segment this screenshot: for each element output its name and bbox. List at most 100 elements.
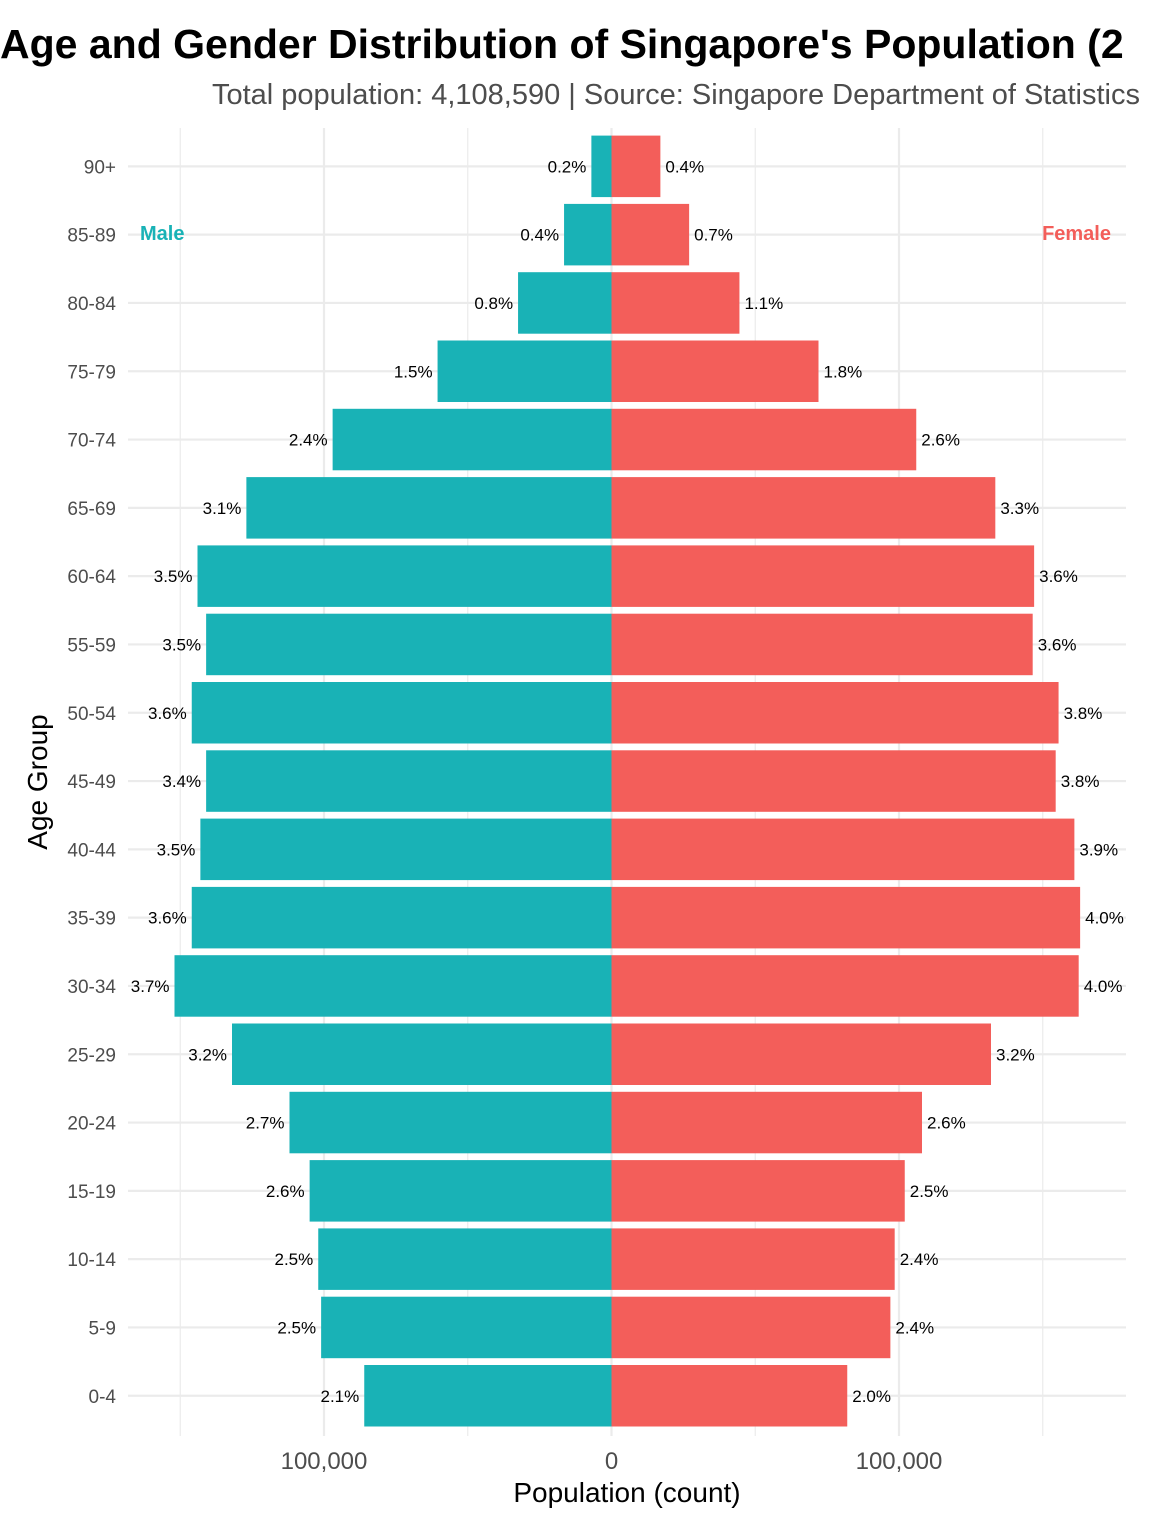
bar-female-10-14 <box>611 1228 895 1290</box>
bar-male-75-79 <box>437 340 612 402</box>
y-tick-label-15-19: 15-19 <box>67 1182 116 1203</box>
bar-label-female-45-49: 3.8% <box>1061 772 1100 791</box>
bar-label-male-0-4: 2.1% <box>321 1387 360 1406</box>
bar-label-male-25-29: 3.2% <box>188 1045 227 1064</box>
bar-female-50-54 <box>611 682 1059 744</box>
bar-label-female-85-89: 0.7% <box>694 226 733 245</box>
bar-label-male-75-79: 1.5% <box>394 362 433 381</box>
bar-male-0-4 <box>364 1365 612 1427</box>
bar-male-50-54 <box>191 682 612 744</box>
bar-label-male-80-84: 0.8% <box>474 294 513 313</box>
bar-male-35-39 <box>191 886 612 949</box>
bar-male-60-64 <box>197 545 612 607</box>
legend: Male Female <box>140 223 1111 245</box>
bar-female-5-9 <box>611 1296 891 1359</box>
y-tick-label-45-49: 45-49 <box>67 772 116 793</box>
y-tick-label-35-39: 35-39 <box>67 909 116 930</box>
bar-label-female-65-69: 3.3% <box>1000 499 1039 518</box>
bar-female-20-24 <box>611 1091 922 1154</box>
bar-female-0-4 <box>611 1365 848 1427</box>
bar-label-female-60-64: 3.6% <box>1039 567 1078 586</box>
y-tick-label-55-59: 55-59 <box>67 635 116 656</box>
bar-label-male-85-89: 0.4% <box>520 226 559 245</box>
bar-label-male-10-14: 2.5% <box>275 1250 314 1269</box>
bar-label-female-0-4: 2.0% <box>852 1387 891 1406</box>
bar-male-20-24 <box>289 1091 612 1154</box>
y-tick-label-90+: 90+ <box>84 157 116 178</box>
bar-male-80-84 <box>518 272 612 334</box>
bar-label-female-90+: 0.4% <box>665 157 704 176</box>
y-tick-label-65-69: 65-69 <box>67 499 116 520</box>
bar-label-male-40-44: 3.5% <box>157 840 196 859</box>
bar-female-45-49 <box>611 750 1056 812</box>
bar-male-25-29 <box>232 1023 612 1085</box>
bar-label-female-70-74: 2.6% <box>921 431 960 450</box>
y-tick-label-50-54: 50-54 <box>67 704 116 725</box>
bar-male-15-19 <box>309 1160 612 1222</box>
bar-label-male-35-39: 3.6% <box>148 909 187 928</box>
x-tick-label-0: 100,000 <box>281 1448 368 1475</box>
bar-label-female-80-84: 1.1% <box>744 294 783 313</box>
legend-label-female: Female <box>1042 223 1111 245</box>
bar-label-female-55-59: 3.6% <box>1038 635 1077 654</box>
chart-title: Age and Gender Distribution of Singapore… <box>0 21 1124 67</box>
bar-label-male-50-54: 3.6% <box>148 704 187 723</box>
bar-label-male-70-74: 2.4% <box>289 431 328 450</box>
bar-label-male-15-19: 2.6% <box>266 1182 305 1201</box>
y-tick-label-30-34: 30-34 <box>67 977 116 998</box>
y-tick-label-75-79: 75-79 <box>67 362 116 383</box>
bar-label-female-15-19: 2.5% <box>910 1182 949 1201</box>
bar-label-male-45-49: 3.4% <box>162 772 201 791</box>
bar-male-70-74 <box>332 408 612 471</box>
bar-label-female-25-29: 3.2% <box>996 1045 1035 1064</box>
bar-female-90+ <box>611 135 661 198</box>
y-axis-tick-labels: 0-4 5-9 10-14 15-19 20-24 25-29 30-34 35-39 40-4… <box>67 157 116 1407</box>
bar-female-70-74 <box>611 408 917 471</box>
bar-female-15-19 <box>611 1160 905 1222</box>
bar-male-65-69 <box>246 477 612 539</box>
x-tick-label-1: 0 <box>605 1448 618 1475</box>
x-tick-label-2: 100,000 <box>856 1448 943 1475</box>
bar-female-65-69 <box>611 477 996 539</box>
y-tick-label-25-29: 25-29 <box>67 1045 116 1066</box>
y-axis-title: Age Group <box>22 714 53 849</box>
bar-label-female-30-34: 4.0% <box>1084 977 1123 996</box>
bar-female-30-34 <box>611 955 1079 1017</box>
y-tick-label-70-74: 70-74 <box>67 431 116 452</box>
bar-label-male-65-69: 3.1% <box>203 499 242 518</box>
bar-label-male-60-64: 3.5% <box>154 567 193 586</box>
bar-label-female-75-79: 1.8% <box>824 362 863 381</box>
bar-label-female-35-39: 4.0% <box>1085 909 1124 928</box>
bar-female-80-84 <box>611 272 740 334</box>
bar-label-male-30-34: 3.7% <box>131 977 170 996</box>
y-tick-label-5-9: 5-9 <box>89 1318 116 1339</box>
bar-female-60-64 <box>611 545 1035 607</box>
y-tick-label-10-14: 10-14 <box>67 1250 116 1271</box>
bar-female-40-44 <box>611 818 1075 881</box>
bar-female-75-79 <box>611 340 819 402</box>
y-tick-label-20-24: 20-24 <box>67 1114 116 1135</box>
y-tick-label-60-64: 60-64 <box>67 567 116 588</box>
bar-male-40-44 <box>200 818 612 881</box>
bar-male-85-89 <box>564 203 612 266</box>
bar-male-45-49 <box>206 750 612 812</box>
bar-label-male-5-9: 2.5% <box>277 1318 316 1337</box>
chart-subtitle: Total population: 4,108,590 | Source: Si… <box>212 79 1140 111</box>
bar-labels-layer: 2.1% 2.5% 2.5% 2.6% 2.7% 3.2% 3.7% 3.6% 3.5% 3.4%… <box>131 157 1124 1405</box>
bar-male-55-59 <box>206 613 612 676</box>
bar-male-5-9 <box>321 1296 612 1359</box>
bar-male-30-34 <box>174 955 612 1017</box>
bar-female-25-29 <box>611 1023 991 1085</box>
bar-female-35-39 <box>611 886 1081 949</box>
y-tick-label-80-84: 80-84 <box>67 294 116 315</box>
bar-label-female-40-44: 3.9% <box>1079 840 1118 859</box>
bars-layer <box>174 135 1081 1427</box>
bar-label-male-90+: 0.2% <box>548 157 587 176</box>
y-tick-label-85-89: 85-89 <box>67 226 116 247</box>
bar-label-female-50-54: 3.8% <box>1064 704 1103 723</box>
bar-female-85-89 <box>611 203 690 266</box>
x-axis-title: Population (count) <box>513 1477 740 1508</box>
bar-male-90+ <box>591 135 612 198</box>
bar-female-55-59 <box>611 613 1033 676</box>
